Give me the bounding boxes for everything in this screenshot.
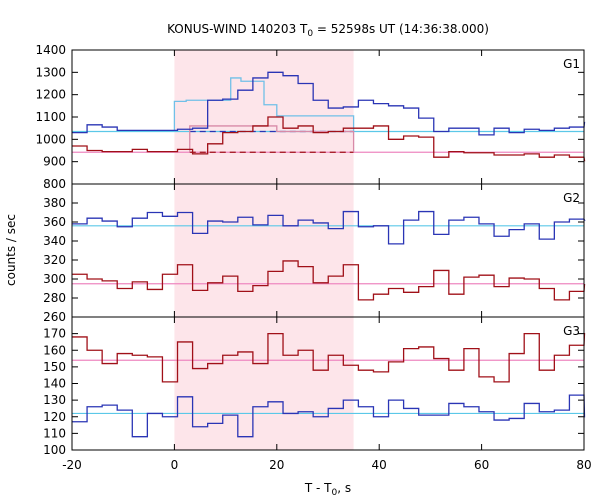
y-tick-label-g1: 1100 (35, 110, 66, 124)
panel-label-g3: G3 (563, 324, 580, 338)
y-tick-label-g2: 280 (43, 291, 66, 305)
series-red-g2 (72, 260, 586, 301)
series-red-g3 (72, 332, 586, 383)
chart-title: KONUS-WIND 140203 T0 = 52598s UT (14:36:… (167, 22, 489, 39)
x-tick-label: 80 (576, 458, 591, 472)
y-tick-label-g2: 320 (43, 253, 66, 267)
series-blue-g1 (72, 71, 586, 136)
y-tick-label-g1: 1000 (35, 132, 66, 146)
y-axis-label: counts / sec (4, 214, 18, 286)
y-tick-label-g2: 340 (43, 234, 66, 248)
y-tick-label-g2: 380 (43, 196, 66, 210)
model-step-red-g1 (189, 125, 355, 153)
y-tick-label-g3: 100 (43, 443, 66, 457)
x-axis-label: T - T0, s (304, 481, 351, 498)
series-blue-g3 (72, 394, 586, 438)
y-tick-label-g1: 1300 (35, 65, 66, 79)
y-tick-label-g2: 300 (43, 272, 66, 286)
y-tick-label-g1: 800 (43, 177, 66, 191)
data-layer (72, 71, 586, 438)
series-blue-g2 (72, 210, 586, 245)
panel-label-g2: G2 (563, 191, 580, 205)
panel-label-g1: G1 (563, 57, 580, 71)
model-step-blue-g1 (173, 77, 355, 132)
y-tick-label-g3: 140 (43, 377, 66, 391)
highlight-layer (174, 50, 354, 450)
series-red-g1 (72, 116, 586, 162)
y-tick-label-g2: 260 (43, 310, 66, 324)
x-tick-label: -20 (62, 458, 82, 472)
y-tick-label-g3: 110 (43, 426, 66, 440)
y-tick-label-g1: 1400 (35, 43, 66, 57)
y-tick-label-g2: 360 (43, 215, 66, 229)
y-tick-label-g1: 900 (43, 155, 66, 169)
y-tick-label-g1: 1200 (35, 88, 66, 102)
x-tick-label: 40 (372, 458, 387, 472)
x-tick-label: 20 (269, 458, 284, 472)
x-tick-label: 60 (474, 458, 489, 472)
y-tick-label-g3: 120 (43, 410, 66, 424)
y-tick-label-g3: 160 (43, 343, 66, 357)
y-tick-label-g3: 170 (43, 327, 66, 341)
y-tick-label-g3: 150 (43, 360, 66, 374)
highlight-band-g1 (174, 50, 354, 184)
highlight-band-g2 (174, 184, 354, 317)
tick-layer: G180090010001100120013001400G22602803003… (35, 43, 591, 472)
y-tick-label-g3: 130 (43, 393, 66, 407)
x-tick-label: 0 (171, 458, 179, 472)
highlight-band-g3 (174, 317, 354, 450)
